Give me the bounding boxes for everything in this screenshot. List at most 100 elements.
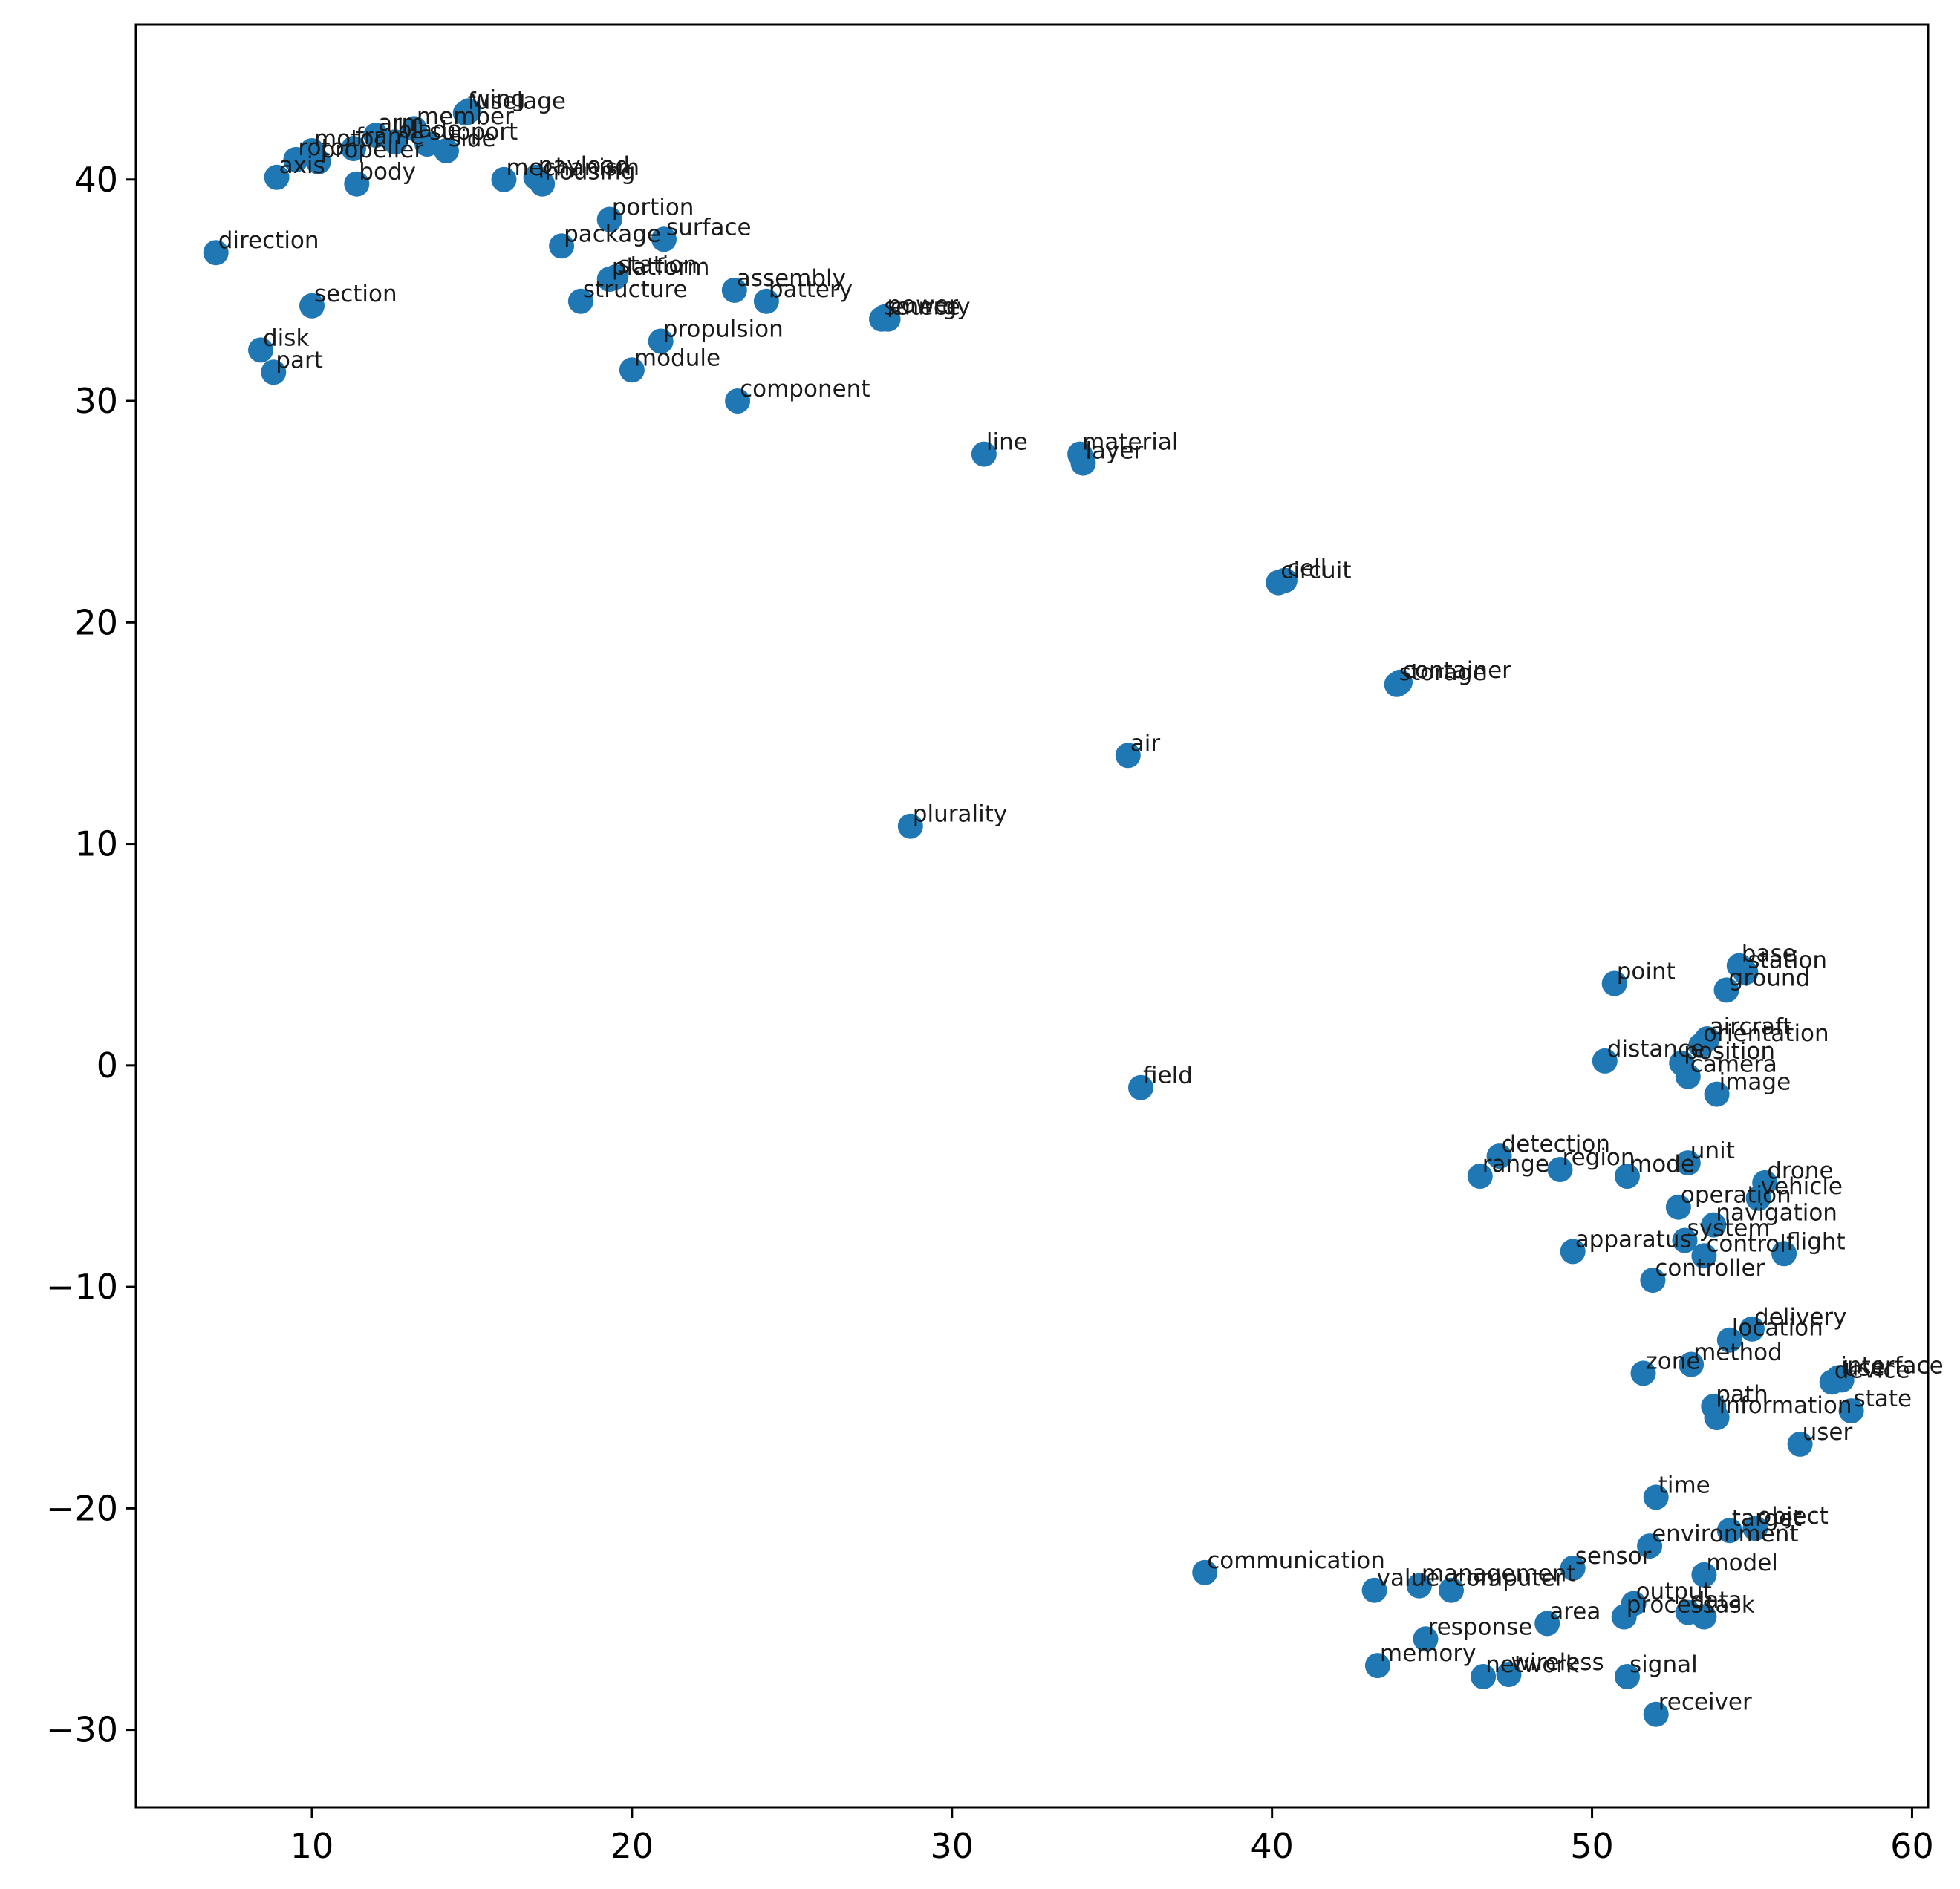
point-label: payload: [538, 152, 630, 179]
point-label: computer: [1453, 1565, 1565, 1592]
point-label: range: [1482, 1151, 1549, 1178]
point-label: position: [1684, 1038, 1775, 1065]
data-point: [1611, 1604, 1637, 1630]
point-label: navigation: [1716, 1200, 1837, 1227]
data-point: [1439, 1577, 1464, 1603]
data-point: [1630, 1360, 1656, 1386]
data-point: [651, 226, 677, 252]
data-point: [1643, 1484, 1669, 1510]
point-label: assembly: [737, 265, 846, 292]
data-point: [1691, 1604, 1717, 1630]
data-point: [1733, 959, 1759, 985]
data-point: [1640, 1268, 1666, 1293]
data-point: [1713, 977, 1739, 1003]
point-label: axis: [279, 152, 325, 179]
point-label: package: [564, 221, 661, 247]
point-label: portion: [612, 195, 694, 221]
point-label: power: [887, 292, 958, 319]
point-label: plurality: [913, 801, 1007, 828]
data-point: [1716, 1327, 1742, 1353]
data-point: [1704, 1405, 1730, 1431]
point-label: battery: [769, 276, 853, 303]
data-point: [1070, 450, 1096, 476]
point-label: structure: [583, 276, 688, 303]
data-point: [1643, 1701, 1669, 1727]
data-point: [1665, 1194, 1691, 1220]
point-label: apparatus: [1575, 1226, 1692, 1253]
point-label: response: [1428, 1614, 1533, 1640]
data-point: [596, 206, 622, 232]
data-point: [567, 288, 593, 314]
data-point: [341, 136, 366, 161]
point-label: controller: [1655, 1255, 1765, 1282]
data-point: [414, 131, 440, 157]
point-label: orientation: [1703, 1020, 1829, 1047]
point-label: base: [1742, 941, 1797, 968]
point-label: propeller: [321, 137, 424, 163]
data-point: [1819, 1369, 1845, 1395]
point-label: signal: [1629, 1651, 1698, 1678]
data-point: [1560, 1239, 1586, 1265]
point-label: communication: [1207, 1547, 1385, 1574]
point-label: delivery: [1754, 1304, 1846, 1331]
point-label: state: [1854, 1386, 1912, 1412]
point-label: platform: [612, 254, 710, 281]
point-label: sensor: [1575, 1543, 1652, 1570]
plot-area-frame: [134, 23, 1930, 1809]
point-label: fuselage: [468, 88, 566, 114]
point-label: time: [1658, 1472, 1710, 1498]
data-point: [1637, 1533, 1663, 1559]
point-label: side: [449, 125, 496, 152]
data-point: [1601, 970, 1627, 996]
data-point: [1364, 1653, 1390, 1679]
point-label: wireless: [1511, 1649, 1604, 1676]
point-label: system: [1687, 1216, 1771, 1242]
data-point: [1787, 1431, 1813, 1457]
point-label: energy: [891, 294, 971, 321]
point-label: path: [1716, 1381, 1768, 1408]
point-label: aircraft: [1710, 1014, 1792, 1040]
data-point: [1701, 1212, 1727, 1238]
data-point: [283, 146, 309, 172]
point-label: user: [1844, 1354, 1895, 1381]
data-point: [299, 293, 325, 319]
data-point: [1679, 1351, 1705, 1377]
data-point: [305, 149, 331, 174]
x-tick-label: 40: [1250, 1826, 1294, 1866]
point-label: drone: [1767, 1158, 1833, 1184]
data-point: [203, 240, 229, 266]
point-label: propulsion: [663, 316, 784, 343]
point-label: member: [417, 103, 514, 130]
point-label: memory: [1380, 1640, 1476, 1667]
data-point: [1560, 1555, 1586, 1581]
point-label: motor: [314, 125, 383, 152]
data-point: [971, 441, 997, 467]
data-point: [1592, 1048, 1618, 1074]
data-point: [1534, 1611, 1560, 1637]
point-label: location: [1732, 1315, 1823, 1342]
point-label: distance: [1607, 1036, 1705, 1063]
point-label: environment: [1652, 1521, 1798, 1547]
point-label: field: [1143, 1063, 1193, 1089]
point-label: support: [429, 119, 518, 146]
data-point: [491, 166, 517, 192]
data-point: [1675, 1150, 1701, 1176]
y-tick-label: 20: [74, 602, 118, 642]
point-label: device: [1834, 1357, 1910, 1383]
point-label: rotor: [298, 134, 354, 161]
point-label: model: [1706, 1550, 1778, 1576]
data-point: [434, 138, 459, 163]
data-point: [456, 98, 482, 124]
point-label: air: [1130, 730, 1161, 757]
point-label: body: [359, 159, 416, 186]
point-label: network: [1485, 1651, 1579, 1678]
point-label: control: [1706, 1230, 1785, 1257]
point-label: mode: [1629, 1151, 1695, 1178]
point-label: detection: [1502, 1131, 1610, 1158]
data-point: [248, 337, 273, 363]
point-label: surface: [666, 214, 752, 241]
data-point: [1467, 1164, 1493, 1189]
point-label: management: [1422, 1561, 1576, 1588]
data-point: [549, 233, 575, 259]
